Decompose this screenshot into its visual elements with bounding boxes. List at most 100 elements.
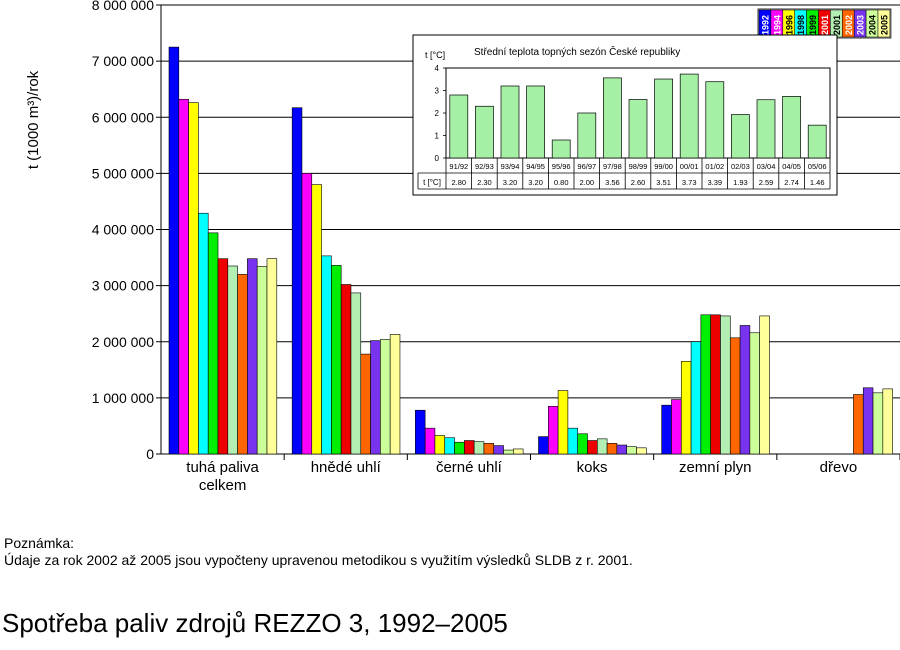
bar [178,98,189,455]
y-tick-label: 1 000 000 [92,390,154,406]
bar [237,274,248,455]
inset-x-tick-label: 97/98 [603,162,622,171]
x-tick-label: hnědé uhlí [311,459,382,476]
bar [616,444,628,455]
inset-value-label: 0.80 [554,178,569,187]
inset-x-tick-label: 01/02 [705,162,724,171]
bar [247,258,258,455]
inset-x-tick-label: 93/94 [501,162,520,171]
bar [513,448,524,455]
bar [483,443,495,455]
inset-bar [654,78,673,159]
y-tick-label: 7 000 000 [92,53,154,69]
inset-value-label: 3.20 [528,178,543,187]
inset-value-label: 3.73 [682,178,697,187]
inset-bar [756,99,776,159]
bar [710,314,721,455]
page-title: Spotřeba paliv zdrojů REZZO 3, 1992–2005 [2,608,508,638]
bar [596,438,608,455]
bar [729,337,741,455]
bar [557,390,569,455]
bar [168,46,180,455]
y-tick-label: 2 000 000 [92,334,154,350]
y-tick-label: 8 000 000 [92,0,154,13]
inset-x-tick-label: 94/95 [526,162,545,171]
inset-x-tick-label: 99/00 [654,162,673,171]
bar [454,441,465,455]
inset-value-label: 2.60 [631,178,646,187]
bar [547,405,559,455]
inset-y-tick-label: 2 [435,109,440,118]
inset-y-tick-label: 4 [435,64,440,73]
bar [700,314,711,455]
x-tick-label: zemní plyn [679,459,752,476]
bar [266,258,278,455]
bar [444,437,455,455]
bar [217,258,229,455]
inset-value-label: 3.20 [503,178,518,187]
x-tick-label: dřevo [820,459,858,476]
bar [853,394,864,455]
bar [759,315,770,455]
bar [321,255,332,455]
note-text: Údaje za rok 2002 až 2005 jsou vypočteny… [4,552,633,568]
inset-value-label: 2.80 [451,178,466,187]
inset-value-label: 2.74 [784,178,799,187]
bar [671,399,682,455]
legend-label: 2001 [820,15,830,35]
inset-title: Střední teplota topných sezón České repu… [474,45,680,58]
bar [380,339,391,455]
legend-label: 1992 [760,15,770,35]
inset-x-tick-label: 96/97 [577,162,596,171]
legend-label: 1996 [784,15,794,35]
bar [188,102,199,455]
inset-bar [475,105,494,159]
inset-y-tick-label: 3 [435,87,440,96]
bar [567,427,579,455]
x-tick-label: tuhá paliva [186,459,259,476]
inset-y-tick-label: 1 [435,132,440,141]
x-tick-label: koks [577,459,608,476]
inset-value-label: 3.39 [707,178,722,187]
bar [464,440,475,455]
bar [360,353,371,455]
inset-value-label: 1.93 [733,178,748,187]
bar [577,433,588,455]
bar [680,361,692,455]
inset-bar [628,99,648,159]
inset-x-tick-label: 98/99 [629,162,648,171]
bar [626,446,637,455]
bar [606,443,618,455]
bar [256,266,268,455]
bar [503,449,514,455]
y-tick-label: 5 000 000 [92,165,154,181]
bar [493,445,504,455]
inset-bar [782,95,801,159]
inset-bar [500,85,520,159]
inset-value-label: 3.51 [656,178,671,187]
inset-value-label: 3.56 [605,178,620,187]
inset-bar [603,77,622,159]
bar [882,388,893,455]
legend-label: 2002 [844,15,854,35]
bar [415,409,426,455]
inset-bar [551,139,571,159]
x-tick-label: celkem [199,477,247,494]
inset-bar [705,81,725,159]
note-title: Poznámka: [4,535,75,551]
y-tick-label: 0 [146,446,154,462]
bar [690,341,702,455]
bar [198,212,209,455]
y-tick-label: 4 000 000 [92,222,154,238]
inset-value-label: 1.46 [810,178,825,187]
inset-x-tick-label: 02/03 [731,162,750,171]
inset-x-tick-label: 05/06 [808,162,827,171]
inset-bar [679,73,699,159]
inset-bar [807,124,827,159]
inset-x-tick-label: 04/05 [782,162,801,171]
inset-x-tick-label: 91/92 [449,162,468,171]
inset-y-tick-label: 0 [435,154,440,163]
bar [227,265,238,455]
bar [739,325,751,455]
inset-x-tick-label: 00/01 [680,162,699,171]
